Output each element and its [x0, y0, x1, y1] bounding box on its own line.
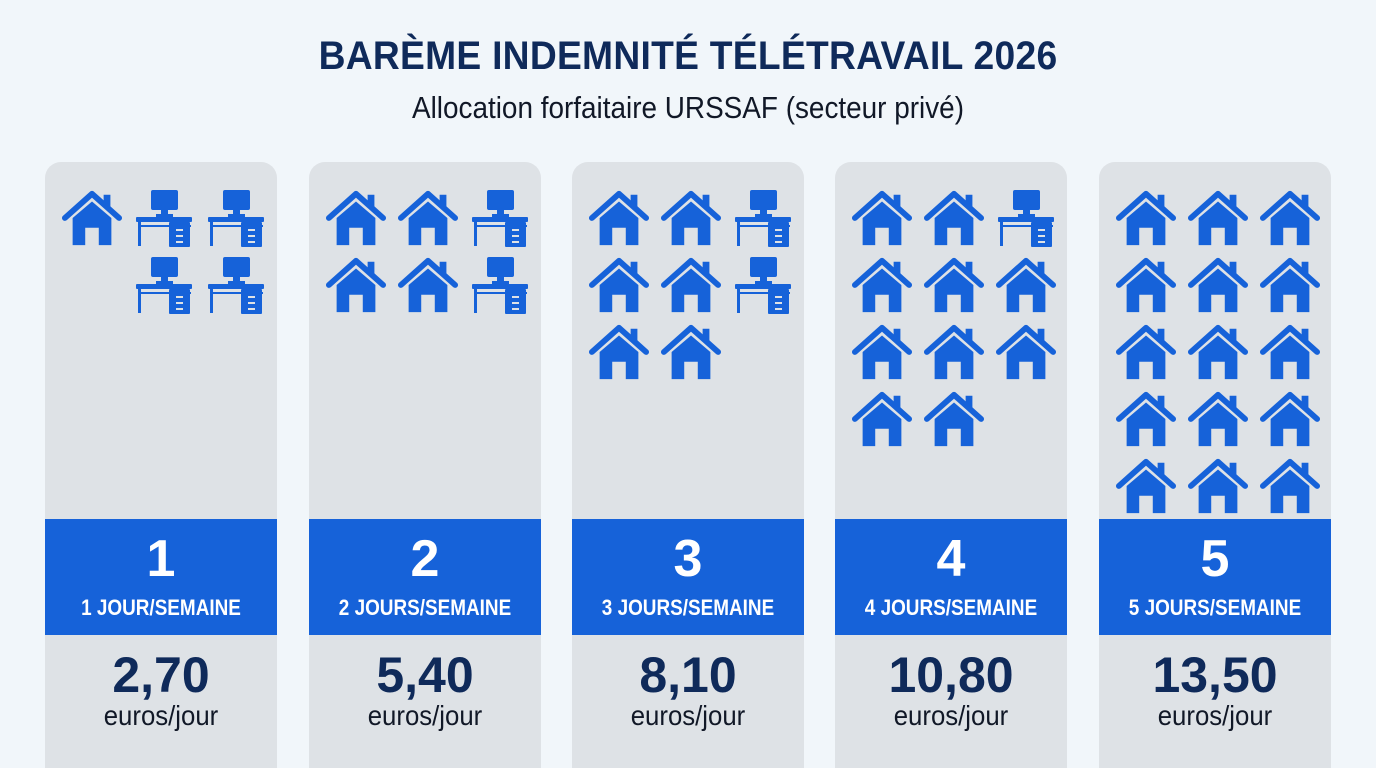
- days-number: 3: [673, 530, 703, 588]
- amount-value: 2,70: [112, 647, 210, 703]
- home-icon: [995, 255, 1057, 315]
- home-icon: [397, 188, 459, 248]
- home-icon: [660, 322, 722, 382]
- home-icon: [660, 255, 722, 315]
- office-desk-icon: [469, 188, 531, 248]
- office-desk-icon: [205, 188, 267, 248]
- icon-grid: [45, 162, 277, 512]
- days-band: 1 1 JOUR/SEMAINE: [45, 519, 277, 635]
- rate-card-5: 5 5 JOURS/SEMAINE 13,50 euros/jour: [1099, 162, 1331, 768]
- days-label: 5 JOURS/SEMAINE: [1128, 595, 1302, 620]
- home-icon: [923, 322, 985, 382]
- home-icon: [851, 389, 913, 449]
- office-desk-icon: [133, 255, 195, 315]
- home-icon: [588, 322, 650, 382]
- days-band: 4 4 JOURS/SEMAINE: [835, 519, 1067, 635]
- office-desk-icon: [205, 255, 267, 315]
- icon-grid: [1099, 162, 1331, 514]
- page-subtitle: Allocation forfaitaire URSSAF (secteur p…: [411, 90, 964, 125]
- days-band: 3 3 JOURS/SEMAINE: [572, 519, 804, 635]
- days-number: 2: [410, 530, 440, 588]
- amount-unit: euros/jour: [103, 700, 219, 731]
- home-icon: [851, 255, 913, 315]
- home-icon: [660, 188, 722, 248]
- office-desk-icon: [732, 255, 794, 315]
- home-icon: [1259, 322, 1321, 382]
- home-icon: [397, 255, 459, 315]
- home-icon: [1187, 322, 1249, 382]
- days-label: 3 JOURS/SEMAINE: [601, 595, 775, 620]
- rate-card-4: 4 4 JOURS/SEMAINE 10,80 euros/jour: [835, 162, 1067, 768]
- home-icon: [61, 188, 123, 248]
- amount-unit: euros/jour: [630, 700, 746, 731]
- home-icon: [1259, 188, 1321, 248]
- office-desk-icon: [469, 255, 531, 315]
- days-number: 4: [936, 530, 966, 588]
- rate-card-1: 1 1 JOUR/SEMAINE 2,70 euros/jour: [45, 162, 277, 768]
- home-icon: [995, 322, 1057, 382]
- amount-value: 8,10: [639, 647, 737, 703]
- amount-unit: euros/jour: [1157, 700, 1273, 731]
- home-icon: [923, 188, 985, 248]
- home-icon: [1115, 389, 1177, 449]
- home-icon: [1115, 322, 1177, 382]
- days-number: 5: [1200, 530, 1230, 588]
- amount-unit: euros/jour: [893, 700, 1009, 731]
- page-title: BARÈME INDEMNITÉ TÉLÉTRAVAIL 2026: [318, 34, 1058, 78]
- home-icon: [851, 188, 913, 248]
- rate-card-2: 2 2 JOURS/SEMAINE 5,40 euros/jour: [309, 162, 541, 768]
- home-icon: [588, 255, 650, 315]
- home-icon: [1115, 188, 1177, 248]
- home-icon: [1187, 389, 1249, 449]
- home-icon: [588, 188, 650, 248]
- days-number: 1: [146, 530, 176, 588]
- office-desk-icon: [732, 188, 794, 248]
- home-icon: [851, 322, 913, 382]
- office-desk-icon: [133, 188, 195, 248]
- days-label: 1 JOUR/SEMAINE: [81, 595, 241, 620]
- home-icon: [325, 255, 387, 315]
- days-label: 2 JOURS/SEMAINE: [338, 595, 512, 620]
- icon-grid: [309, 162, 541, 512]
- rate-card-3: 3 3 JOURS/SEMAINE 8,10 euros/jour: [572, 162, 804, 768]
- home-icon: [1187, 456, 1249, 516]
- office-desk-icon: [995, 188, 1057, 248]
- amount-unit: euros/jour: [367, 700, 483, 731]
- icon-grid: [835, 162, 1067, 512]
- home-icon: [1187, 188, 1249, 248]
- home-icon: [1115, 255, 1177, 315]
- home-icon: [1259, 456, 1321, 516]
- days-band: 2 2 JOURS/SEMAINE: [309, 519, 541, 635]
- amount-value: 5,40: [376, 647, 474, 703]
- home-icon: [325, 188, 387, 248]
- home-icon: [923, 255, 985, 315]
- home-icon: [1115, 456, 1177, 516]
- icon-grid: [572, 162, 804, 512]
- amount-value: 10,80: [888, 647, 1014, 703]
- amount-value: 13,50: [1152, 647, 1278, 703]
- home-icon: [1187, 255, 1249, 315]
- days-band: 5 5 JOURS/SEMAINE: [1099, 519, 1331, 635]
- home-icon: [1259, 389, 1321, 449]
- home-icon: [923, 389, 985, 449]
- home-icon: [1259, 255, 1321, 315]
- days-label: 4 JOURS/SEMAINE: [864, 595, 1038, 620]
